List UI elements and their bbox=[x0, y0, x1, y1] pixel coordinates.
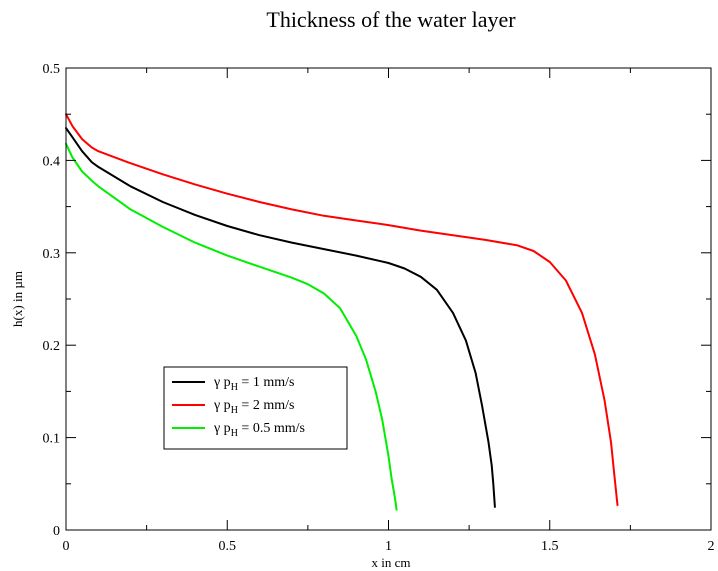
series-layer bbox=[65, 113, 619, 511]
x-tick-label: 0 bbox=[63, 539, 70, 554]
y-axis-label: h(x) in µm bbox=[10, 271, 25, 327]
series-line-3 bbox=[65, 142, 398, 511]
y-tick-label: 0.1 bbox=[43, 432, 61, 447]
x-tick-label: 0.5 bbox=[219, 539, 237, 554]
y-tick-label: 0.4 bbox=[43, 154, 61, 169]
ticks-layer: 0 0.5 1 1.5 2 0 0.1 0.2 0.3 0.4 0.5 bbox=[43, 62, 715, 554]
x-tick-label: 1.5 bbox=[541, 539, 559, 554]
legend-box bbox=[163, 366, 348, 450]
x-tick-label: 1 bbox=[385, 539, 392, 554]
series-line-2 bbox=[65, 113, 619, 507]
chart-title: Thickness of the water layer bbox=[266, 7, 516, 32]
legend-label-3: γ pH = 0.5 mm/s bbox=[213, 421, 305, 439]
x-tick-label: 2 bbox=[708, 539, 715, 554]
y-tick-label: 0.3 bbox=[43, 247, 61, 262]
legend-label-1: γ pH = 1 mm/s bbox=[213, 375, 294, 393]
series-line-1 bbox=[65, 127, 496, 508]
y-tick-label: 0.5 bbox=[43, 62, 61, 77]
legend: γ pH = 1 mm/s γ pH = 2 mm/s γ pH = 0.5 mm/… bbox=[163, 366, 348, 450]
x-axis-label: x in cm bbox=[372, 555, 411, 570]
y-tick-label: 0 bbox=[53, 524, 60, 539]
y-tick-label: 0.2 bbox=[43, 339, 61, 354]
legend-label-2: γ pH = 2 mm/s bbox=[213, 398, 294, 416]
